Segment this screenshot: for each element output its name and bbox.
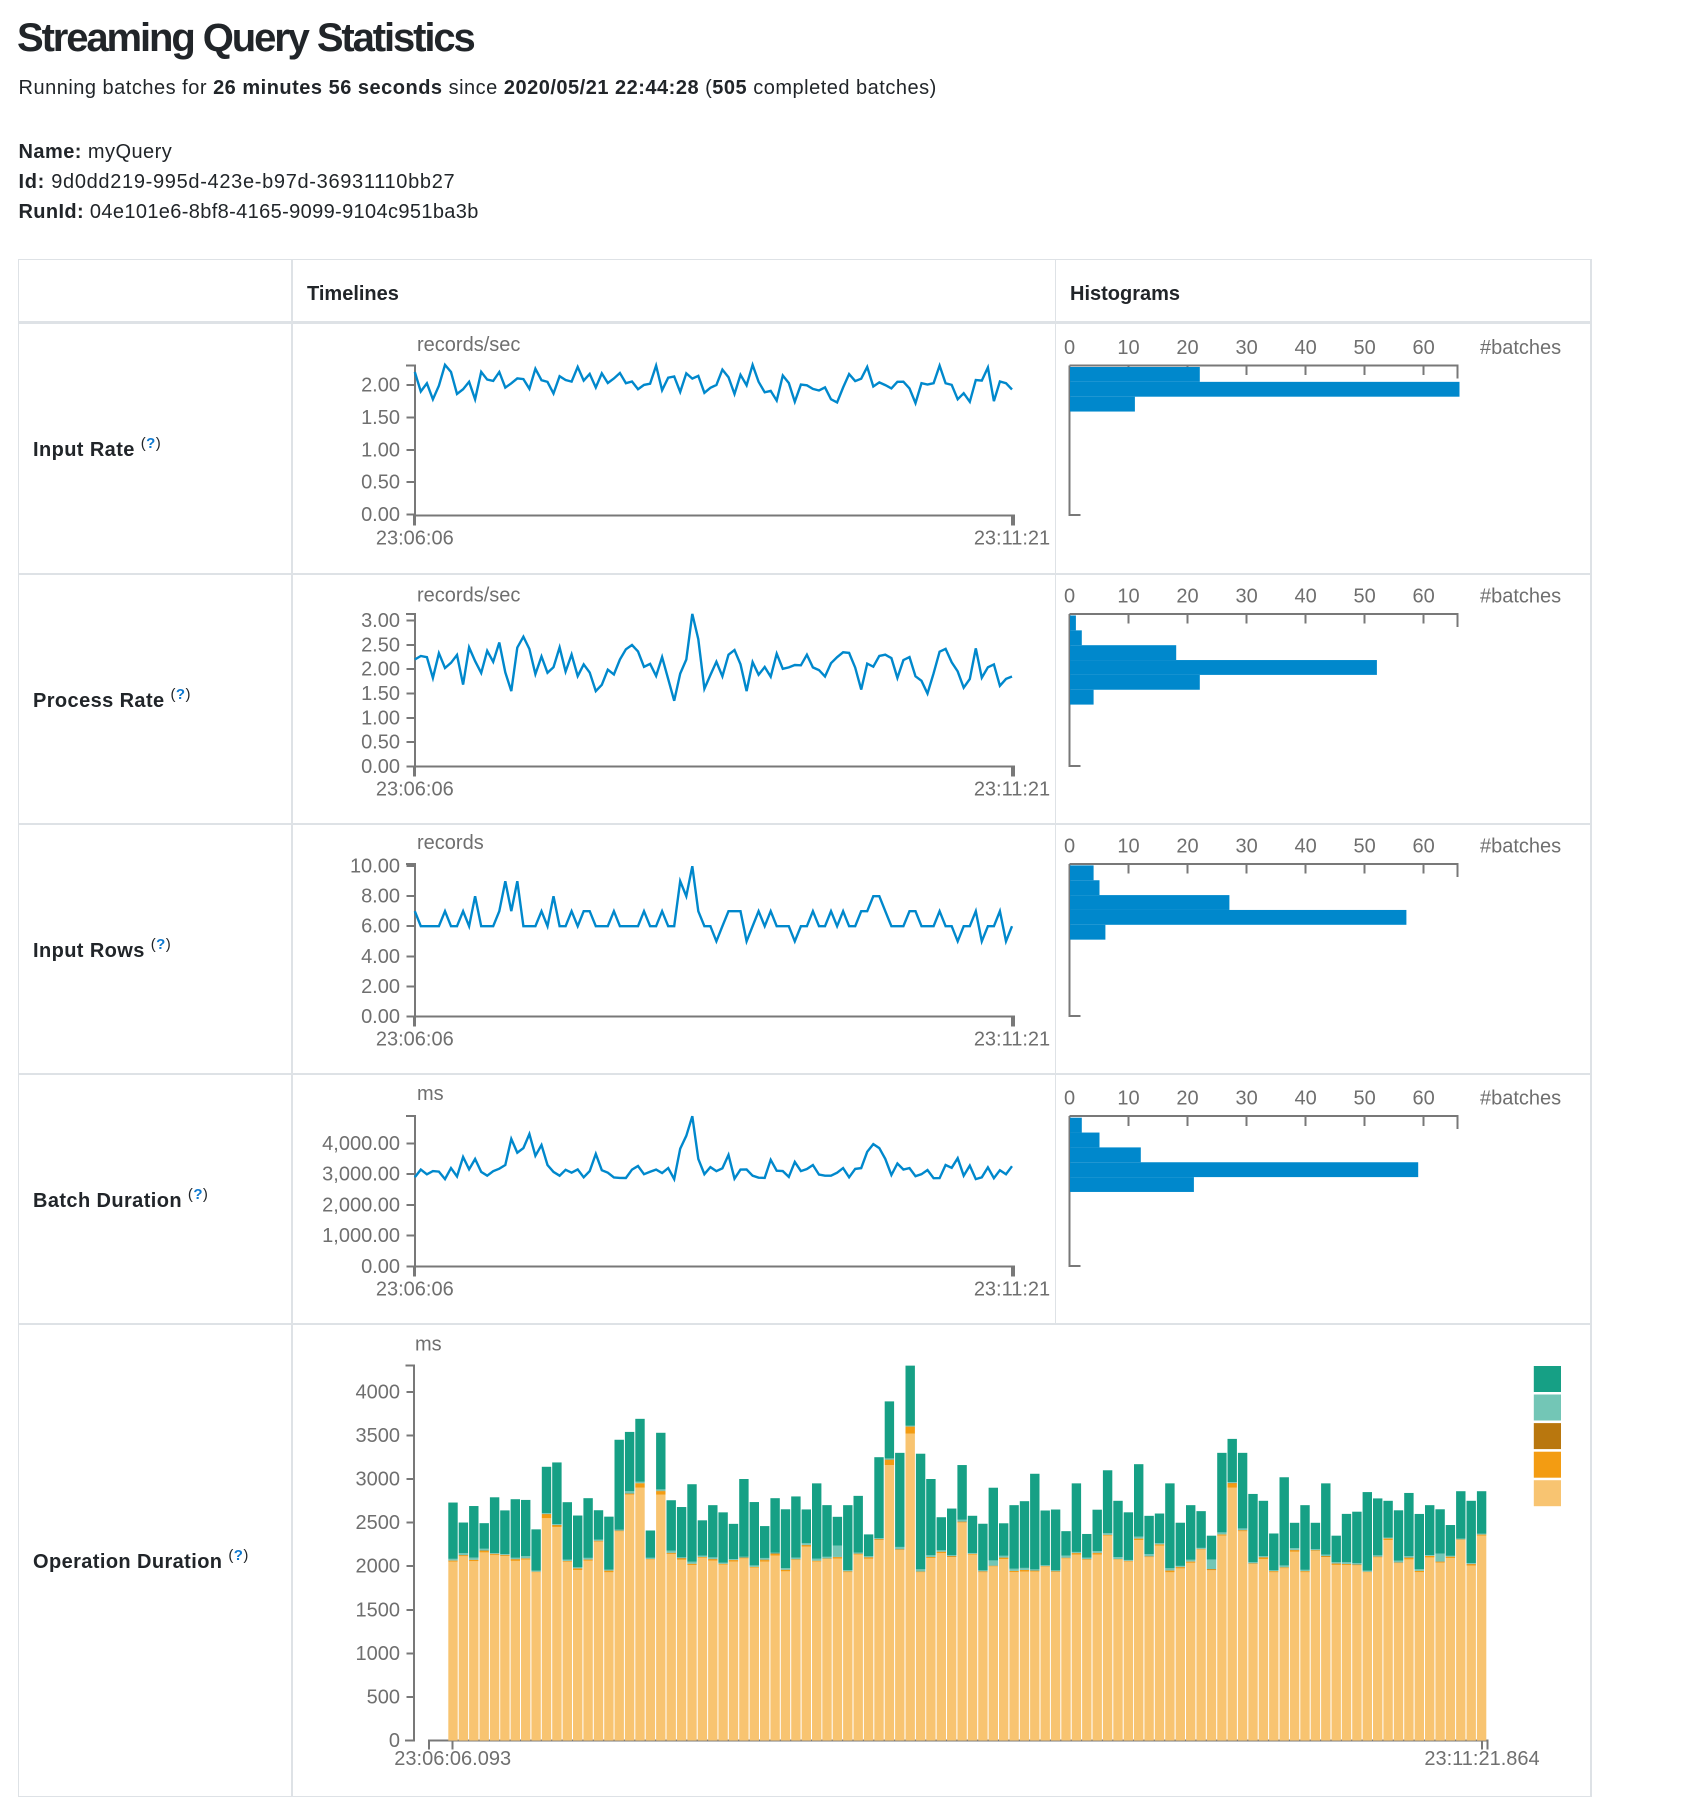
svg-text:23:11:21: 23:11:21 [974,1029,1050,1051]
svg-text:50: 50 [1353,835,1375,857]
svg-text:1.50: 1.50 [361,407,400,429]
svg-text:23:06:06: 23:06:06 [376,1279,454,1301]
svg-text:0.00: 0.00 [361,504,400,526]
svg-text:20: 20 [1176,1088,1198,1110]
svg-text:30: 30 [1235,835,1257,857]
svg-text:1.00: 1.00 [361,707,400,729]
svg-text:3,000.00: 3,000.00 [322,1164,400,1186]
svg-text:3.00: 3.00 [361,610,400,632]
svg-text:23:06:06: 23:06:06 [376,528,454,550]
svg-text:1000: 1000 [356,1643,401,1665]
svg-text:23:11:21: 23:11:21 [974,1279,1050,1301]
svg-text:0: 0 [1064,337,1075,359]
svg-text:#batches: #batches [1480,586,1561,608]
svg-text:ms: ms [417,1083,444,1105]
svg-text:1.50: 1.50 [361,683,400,705]
svg-text:0.50: 0.50 [361,732,400,754]
svg-text:500: 500 [367,1687,400,1709]
svg-text:3500: 3500 [356,1425,401,1447]
svg-text:records: records [417,832,484,854]
svg-text:2500: 2500 [356,1512,401,1534]
svg-text:0: 0 [1064,835,1075,857]
svg-text:1,000.00: 1,000.00 [322,1225,400,1247]
svg-text:40: 40 [1294,337,1316,359]
svg-text:20: 20 [1176,586,1198,608]
svg-text:0.00: 0.00 [361,756,400,778]
svg-text:23:11:21.864: 23:11:21.864 [1424,1748,1539,1770]
svg-text:0.50: 0.50 [361,472,400,494]
svg-text:6.00: 6.00 [361,916,400,938]
svg-text:50: 50 [1353,586,1375,608]
svg-text:#batches: #batches [1480,835,1561,857]
svg-text:4,000.00: 4,000.00 [322,1133,400,1155]
svg-text:1.00: 1.00 [361,439,400,461]
svg-text:30: 30 [1235,337,1257,359]
svg-text:0: 0 [1064,1088,1075,1110]
svg-text:60: 60 [1412,835,1434,857]
svg-text:23:06:06: 23:06:06 [376,779,454,801]
svg-text:10: 10 [1117,1088,1139,1110]
svg-text:40: 40 [1294,835,1316,857]
svg-text:60: 60 [1412,1088,1434,1110]
svg-text:#batches: #batches [1480,1088,1561,1110]
svg-text:#batches: #batches [1480,337,1561,359]
svg-text:10.00: 10.00 [350,856,400,878]
svg-text:0.00: 0.00 [361,1256,400,1278]
svg-text:2.00: 2.00 [361,976,400,998]
svg-text:records/sec: records/sec [417,334,520,356]
svg-text:2,000.00: 2,000.00 [322,1194,400,1216]
svg-text:60: 60 [1412,586,1434,608]
svg-text:30: 30 [1235,1088,1257,1110]
svg-text:10: 10 [1117,337,1139,359]
svg-text:23:06:06: 23:06:06 [376,1029,454,1051]
svg-text:ms: ms [415,1334,442,1356]
svg-text:records/sec: records/sec [417,585,520,607]
svg-text:4.00: 4.00 [361,946,400,968]
svg-text:50: 50 [1353,337,1375,359]
svg-text:30: 30 [1235,586,1257,608]
svg-text:2000: 2000 [356,1556,401,1578]
svg-text:2.50: 2.50 [361,635,400,657]
svg-text:2.00: 2.00 [361,659,400,681]
svg-text:10: 10 [1117,586,1139,608]
svg-text:23:06:06.093: 23:06:06.093 [394,1748,511,1770]
svg-text:0.00: 0.00 [361,1006,400,1028]
svg-text:20: 20 [1176,835,1198,857]
svg-text:8.00: 8.00 [361,886,400,908]
svg-text:40: 40 [1294,586,1316,608]
svg-text:40: 40 [1294,1088,1316,1110]
svg-text:23:11:21: 23:11:21 [974,528,1050,550]
svg-text:4000: 4000 [356,1381,401,1403]
svg-text:1500: 1500 [356,1599,401,1621]
svg-text:20: 20 [1176,337,1198,359]
svg-text:60: 60 [1412,337,1434,359]
svg-text:3000: 3000 [356,1469,401,1491]
svg-text:0: 0 [1064,586,1075,608]
svg-text:50: 50 [1353,1088,1375,1110]
svg-text:2.00: 2.00 [361,375,400,397]
svg-text:23:11:21: 23:11:21 [974,779,1050,801]
svg-text:10: 10 [1117,835,1139,857]
svg-text:0: 0 [389,1730,400,1752]
